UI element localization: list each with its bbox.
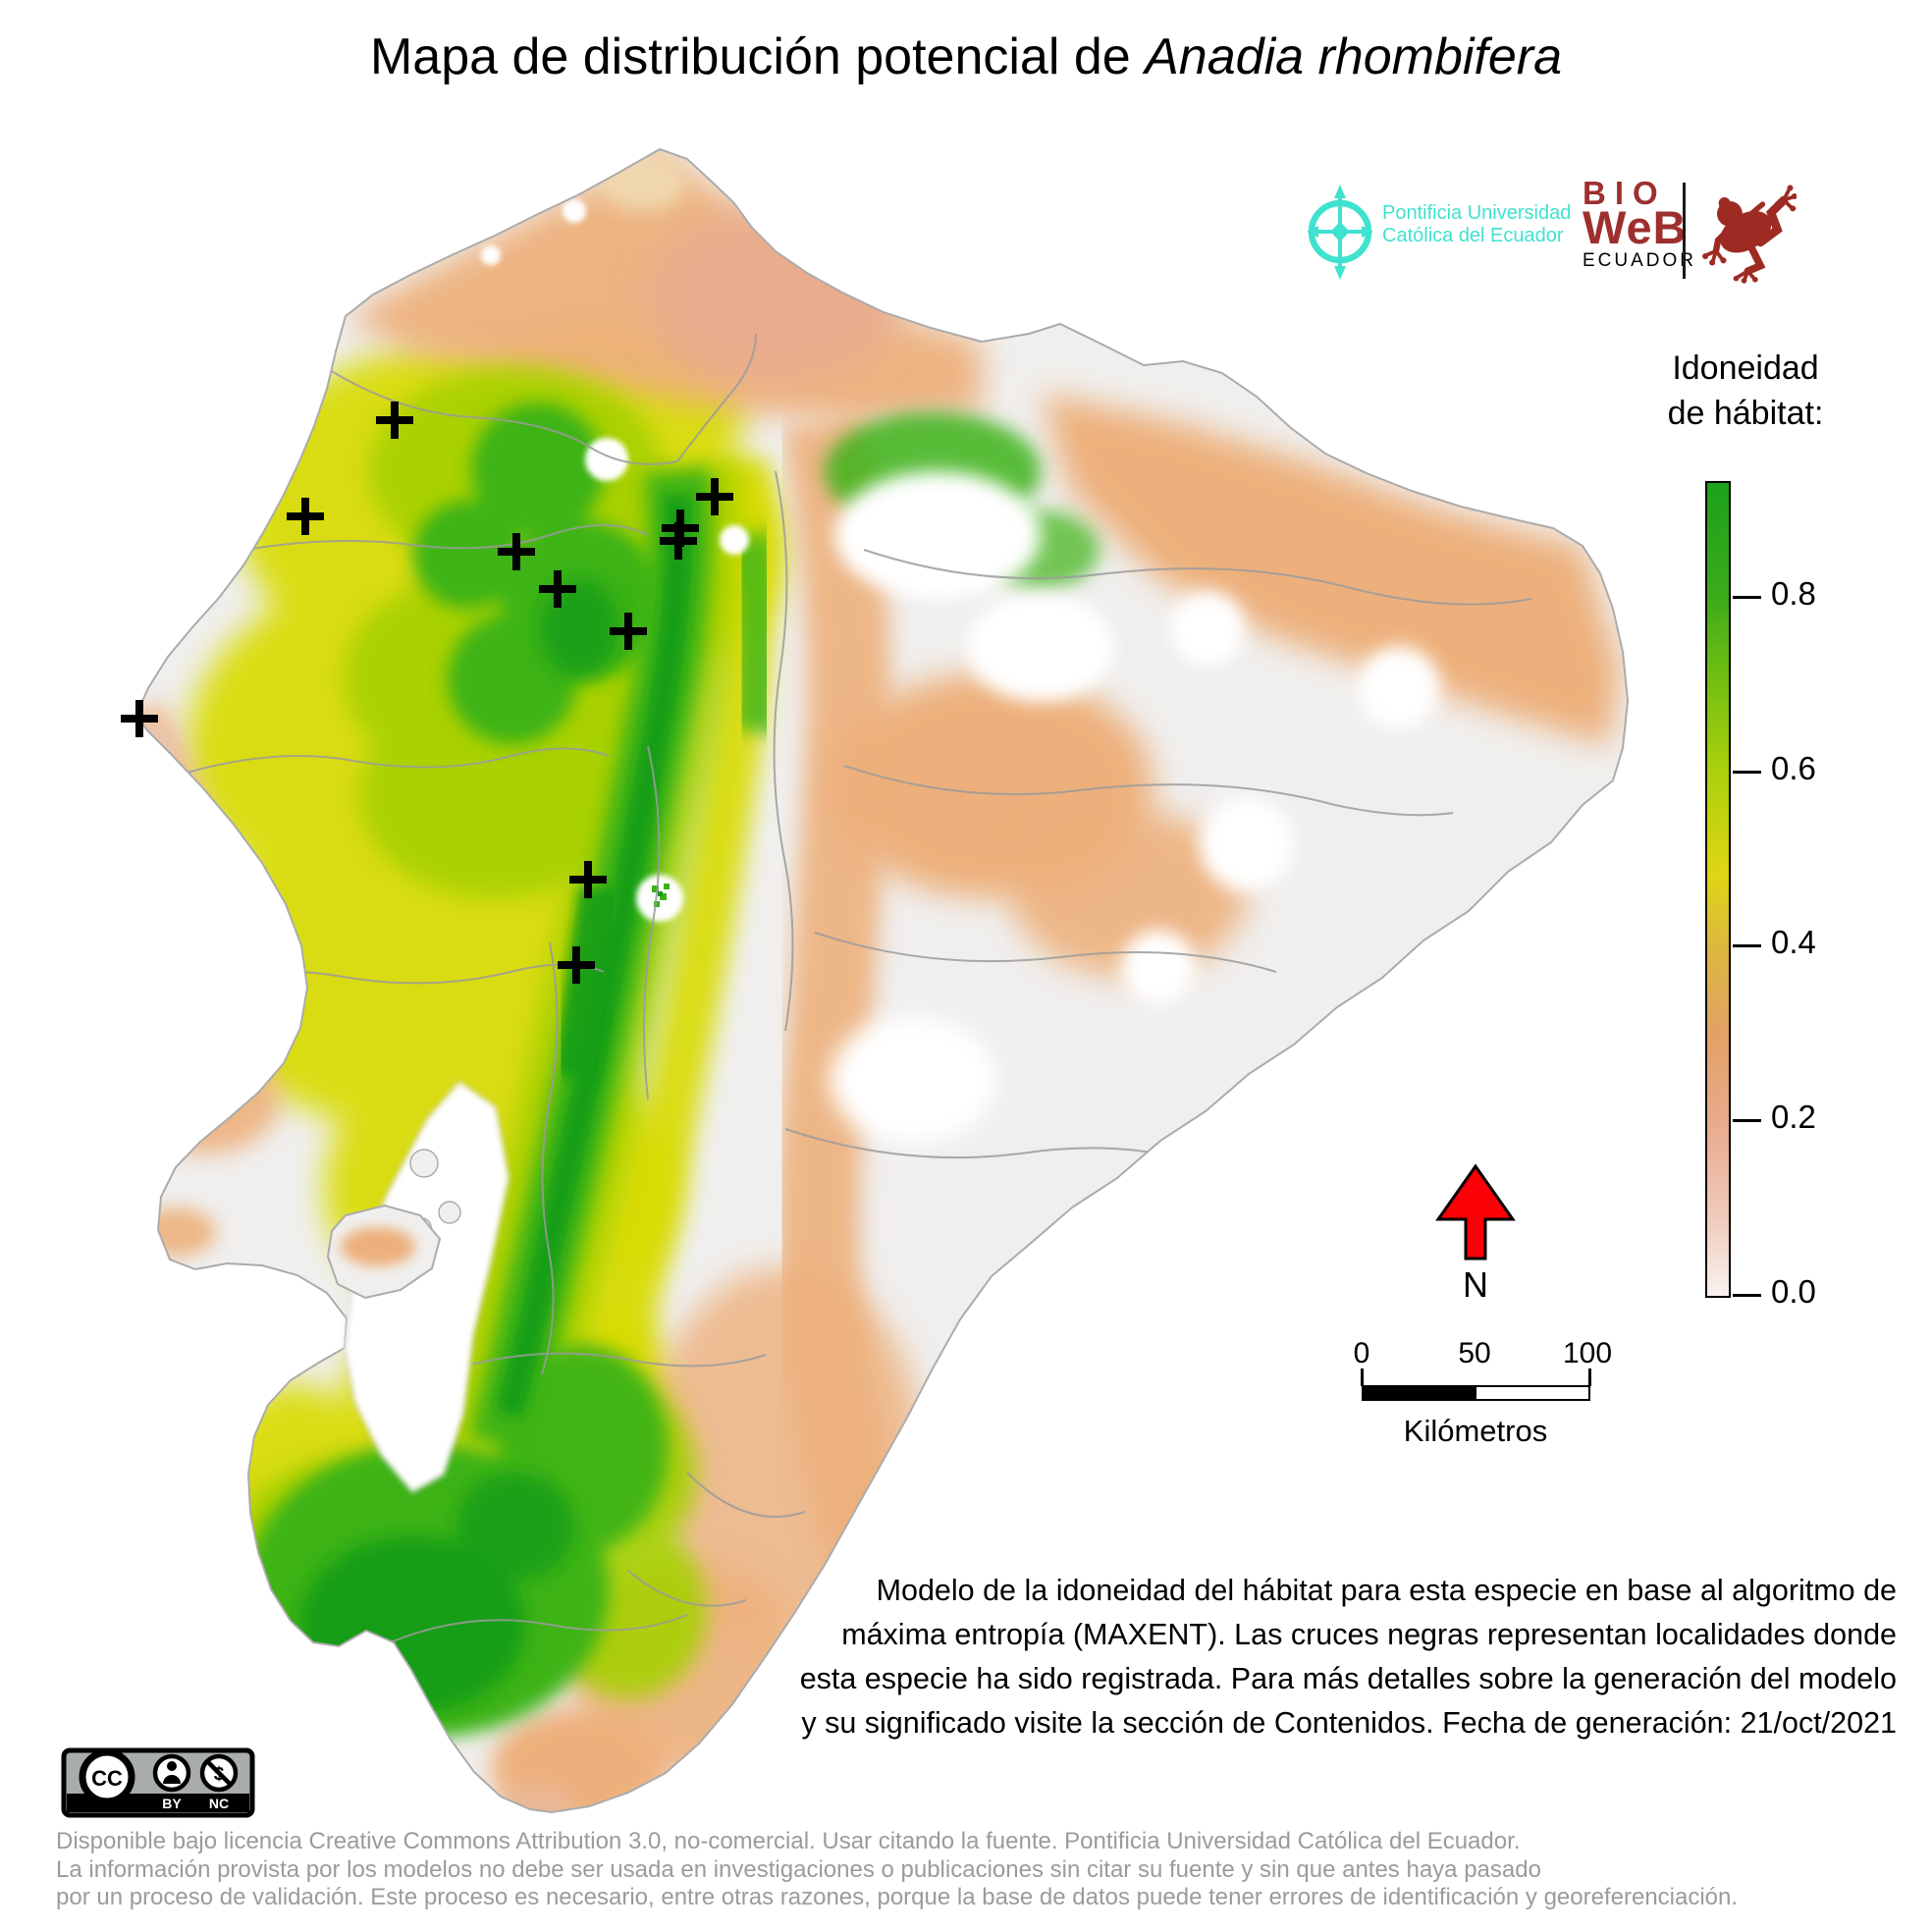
occurrence-cross: [539, 570, 576, 608]
legend-tick-mark: [1733, 1119, 1761, 1122]
north-label: N: [1463, 1264, 1488, 1305]
by-label: BY: [162, 1796, 182, 1811]
legend-tick-label: 0.0: [1771, 1273, 1816, 1310]
occurrence-crosses: [121, 402, 733, 984]
svg-text:CC: CC: [91, 1766, 123, 1791]
scalebar-filled-half: [1364, 1387, 1476, 1399]
bioweb-divider: [1683, 183, 1686, 279]
north-arrow-icon: [1435, 1163, 1516, 1261]
legend-colorbar: [1705, 481, 1731, 1298]
legend-title: Idoneidad de hábitat:: [1628, 346, 1863, 436]
occurrence-cross: [287, 498, 324, 535]
bioweb-bio: BIO: [1583, 175, 1667, 211]
urban-green-pixels: [652, 884, 670, 907]
scalebar-label-100: 100: [1562, 1337, 1613, 1369]
legend-title-line2: de hábitat:: [1667, 395, 1824, 432]
legend-title-line1: Idoneidad: [1672, 349, 1819, 387]
page-title: Mapa de distribución potencial de Anadia…: [0, 27, 1932, 86]
occurrence-cross: [610, 613, 647, 650]
scalebar-label-50: 50: [1458, 1337, 1491, 1369]
occurrence-cross: [376, 402, 413, 439]
legend-tick-mark: [1733, 596, 1761, 599]
cc-by-nc-badge: CC $ BY NC: [61, 1747, 255, 1818]
description-line: máxima entropía (MAXENT). Las cruces neg…: [841, 1618, 1897, 1651]
occurrence-cross: [660, 522, 697, 560]
cc-icon: [79, 1748, 135, 1805]
model-description: Modelo de la idoneidad del hábitat para …: [601, 1569, 1897, 1745]
legend-tick-mark: [1733, 944, 1761, 947]
by-icon: [152, 1753, 191, 1793]
legend-tick-mark: [1733, 1294, 1761, 1297]
scalebar-end-tick: [1361, 1368, 1364, 1386]
footer-line: por un proceso de validación. Este proce…: [56, 1884, 1739, 1910]
puce-logo-icon: [1307, 185, 1373, 280]
bioweb-logo-text: BIO WeB ECUADOR: [1583, 175, 1697, 273]
scalebar-end-tick: [1588, 1368, 1591, 1386]
occurrence-cross: [558, 946, 595, 984]
title-prefix: Mapa de distribución potencial de: [369, 28, 1131, 85]
legend-tick-label: 0.4: [1771, 924, 1816, 960]
admin-boundaries: [146, 333, 1532, 1642]
scalebar: [1362, 1385, 1590, 1401]
occurrence-cross: [121, 700, 158, 737]
license-footer: Disponible bajo licencia Creative Common…: [56, 1828, 1902, 1912]
bioweb-ecuador: ECUADOR: [1583, 250, 1697, 271]
footer-line: La información provista por los modelos …: [56, 1855, 1541, 1883]
footer-line: Disponible bajo licencia Creative Common…: [56, 1828, 1521, 1854]
legend-tick-label: 0.8: [1771, 575, 1816, 612]
bioweb-frog-icon: [1702, 185, 1797, 284]
nc-icon: $: [199, 1753, 239, 1793]
occurrence-cross: [498, 533, 535, 570]
occurrence-cross: [696, 478, 733, 515]
legend-tick-label: 0.2: [1771, 1099, 1816, 1135]
description-line: Modelo de la idoneidad del hábitat para …: [876, 1574, 1897, 1607]
legend-tick-label: 0.6: [1771, 750, 1816, 786]
scalebar-unit: Kilómetros: [1403, 1414, 1548, 1448]
puce-logo-text: Pontificia Universidad Católica del Ecua…: [1382, 202, 1571, 247]
occurrence-cross: [569, 861, 607, 898]
puce-name-line1: Pontificia Universidad: [1382, 202, 1572, 224]
species-name: Anadia rhombifera: [1145, 28, 1563, 85]
puce-name-line2: Católica del Ecuador: [1382, 225, 1564, 246]
scalebar-label-0: 0: [1353, 1337, 1370, 1369]
bioweb-web: WeB: [1583, 201, 1688, 253]
description-line: y su significado visite la sección de Co…: [801, 1706, 1897, 1740]
nc-label: NC: [209, 1796, 229, 1811]
description-line: esta especie ha sido registrada. Para má…: [799, 1662, 1897, 1695]
legend-tick-mark: [1733, 771, 1761, 774]
gulf-estuary: [326, 1080, 510, 1493]
